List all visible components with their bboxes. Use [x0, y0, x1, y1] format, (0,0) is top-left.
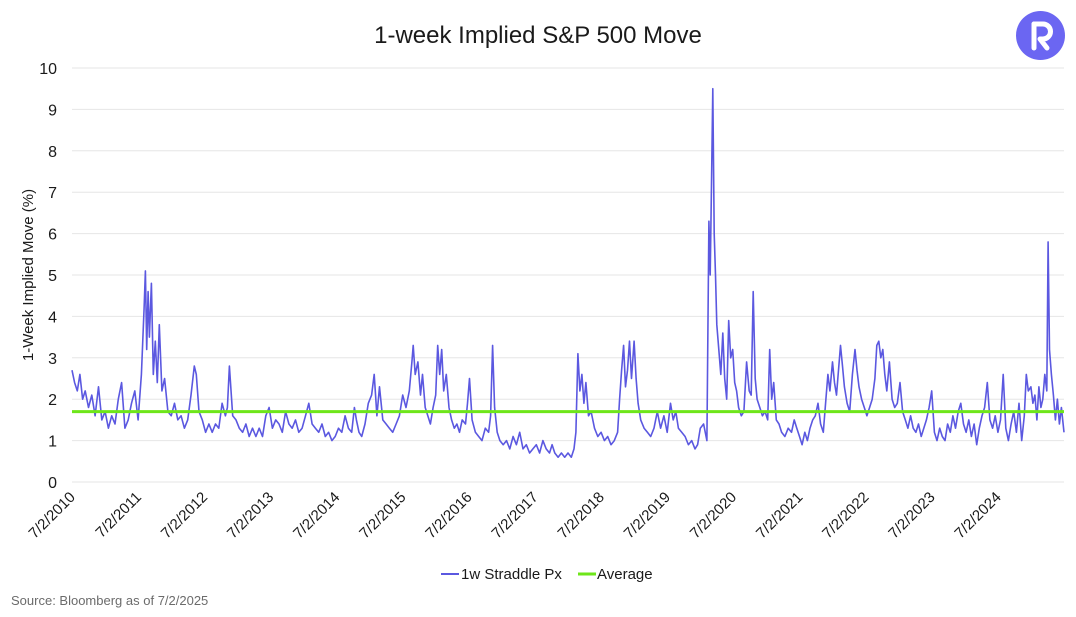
legend-label: 1w Straddle Px [461, 566, 562, 583]
x-axis-ticks: 7/2/2010 7/2/2011 7/2/2012 7/2/2013 7/2/2014… [26, 489, 1005, 542]
x-tick-label: 7/2/2015 [356, 489, 409, 542]
x-tick-label: 7/2/2010 [26, 489, 79, 542]
x-tick-label: 7/2/2021 [753, 489, 806, 542]
y-tick-label: 7 [48, 185, 57, 202]
y-tick-label: 1 [48, 434, 57, 451]
x-tick-label: 7/2/2023 [885, 489, 938, 542]
y-tick-label: 3 [48, 351, 57, 368]
y-axis-label: 1-Week Implied Move (%) [20, 189, 37, 361]
y-tick-label: 8 [48, 144, 57, 161]
x-tick-label: 7/2/2020 [687, 489, 740, 542]
x-tick-label: 7/2/2018 [555, 489, 608, 542]
x-tick-label: 7/2/2012 [158, 489, 211, 542]
legend: 1w Straddle Px Average [441, 566, 653, 583]
x-tick-label: 7/2/2013 [224, 489, 277, 542]
x-tick-label: 7/2/2016 [422, 489, 475, 542]
y-axis-ticks: 0 1 2 3 4 5 6 7 8 9 10 [39, 61, 57, 492]
y-tick-label: 0 [48, 475, 57, 492]
series-lines [71, 87, 1065, 458]
straddle-line [71, 87, 1065, 458]
gridlines [72, 67, 1064, 483]
x-tick-label: 7/2/2024 [951, 489, 1004, 542]
x-tick-label: 7/2/2019 [621, 489, 674, 542]
x-tick-label: 7/2/2017 [488, 489, 541, 542]
y-tick-label: 6 [48, 227, 57, 244]
x-tick-label: 7/2/2011 [92, 489, 145, 542]
y-tick-label: 10 [39, 61, 57, 78]
r-logo-icon [1016, 11, 1065, 60]
chart-title: 1-week Implied S&P 500 Move [374, 22, 702, 49]
y-tick-label: 4 [48, 309, 57, 326]
x-tick-label: 7/2/2014 [290, 489, 343, 542]
y-tick-label: 2 [48, 392, 57, 409]
y-tick-label: 9 [48, 102, 57, 119]
source-note: Source: Bloomberg as of 7/2/2025 [11, 593, 209, 608]
x-tick-label: 7/2/2022 [819, 489, 872, 542]
legend-label: Average [597, 566, 653, 583]
y-tick-label: 5 [48, 268, 57, 285]
